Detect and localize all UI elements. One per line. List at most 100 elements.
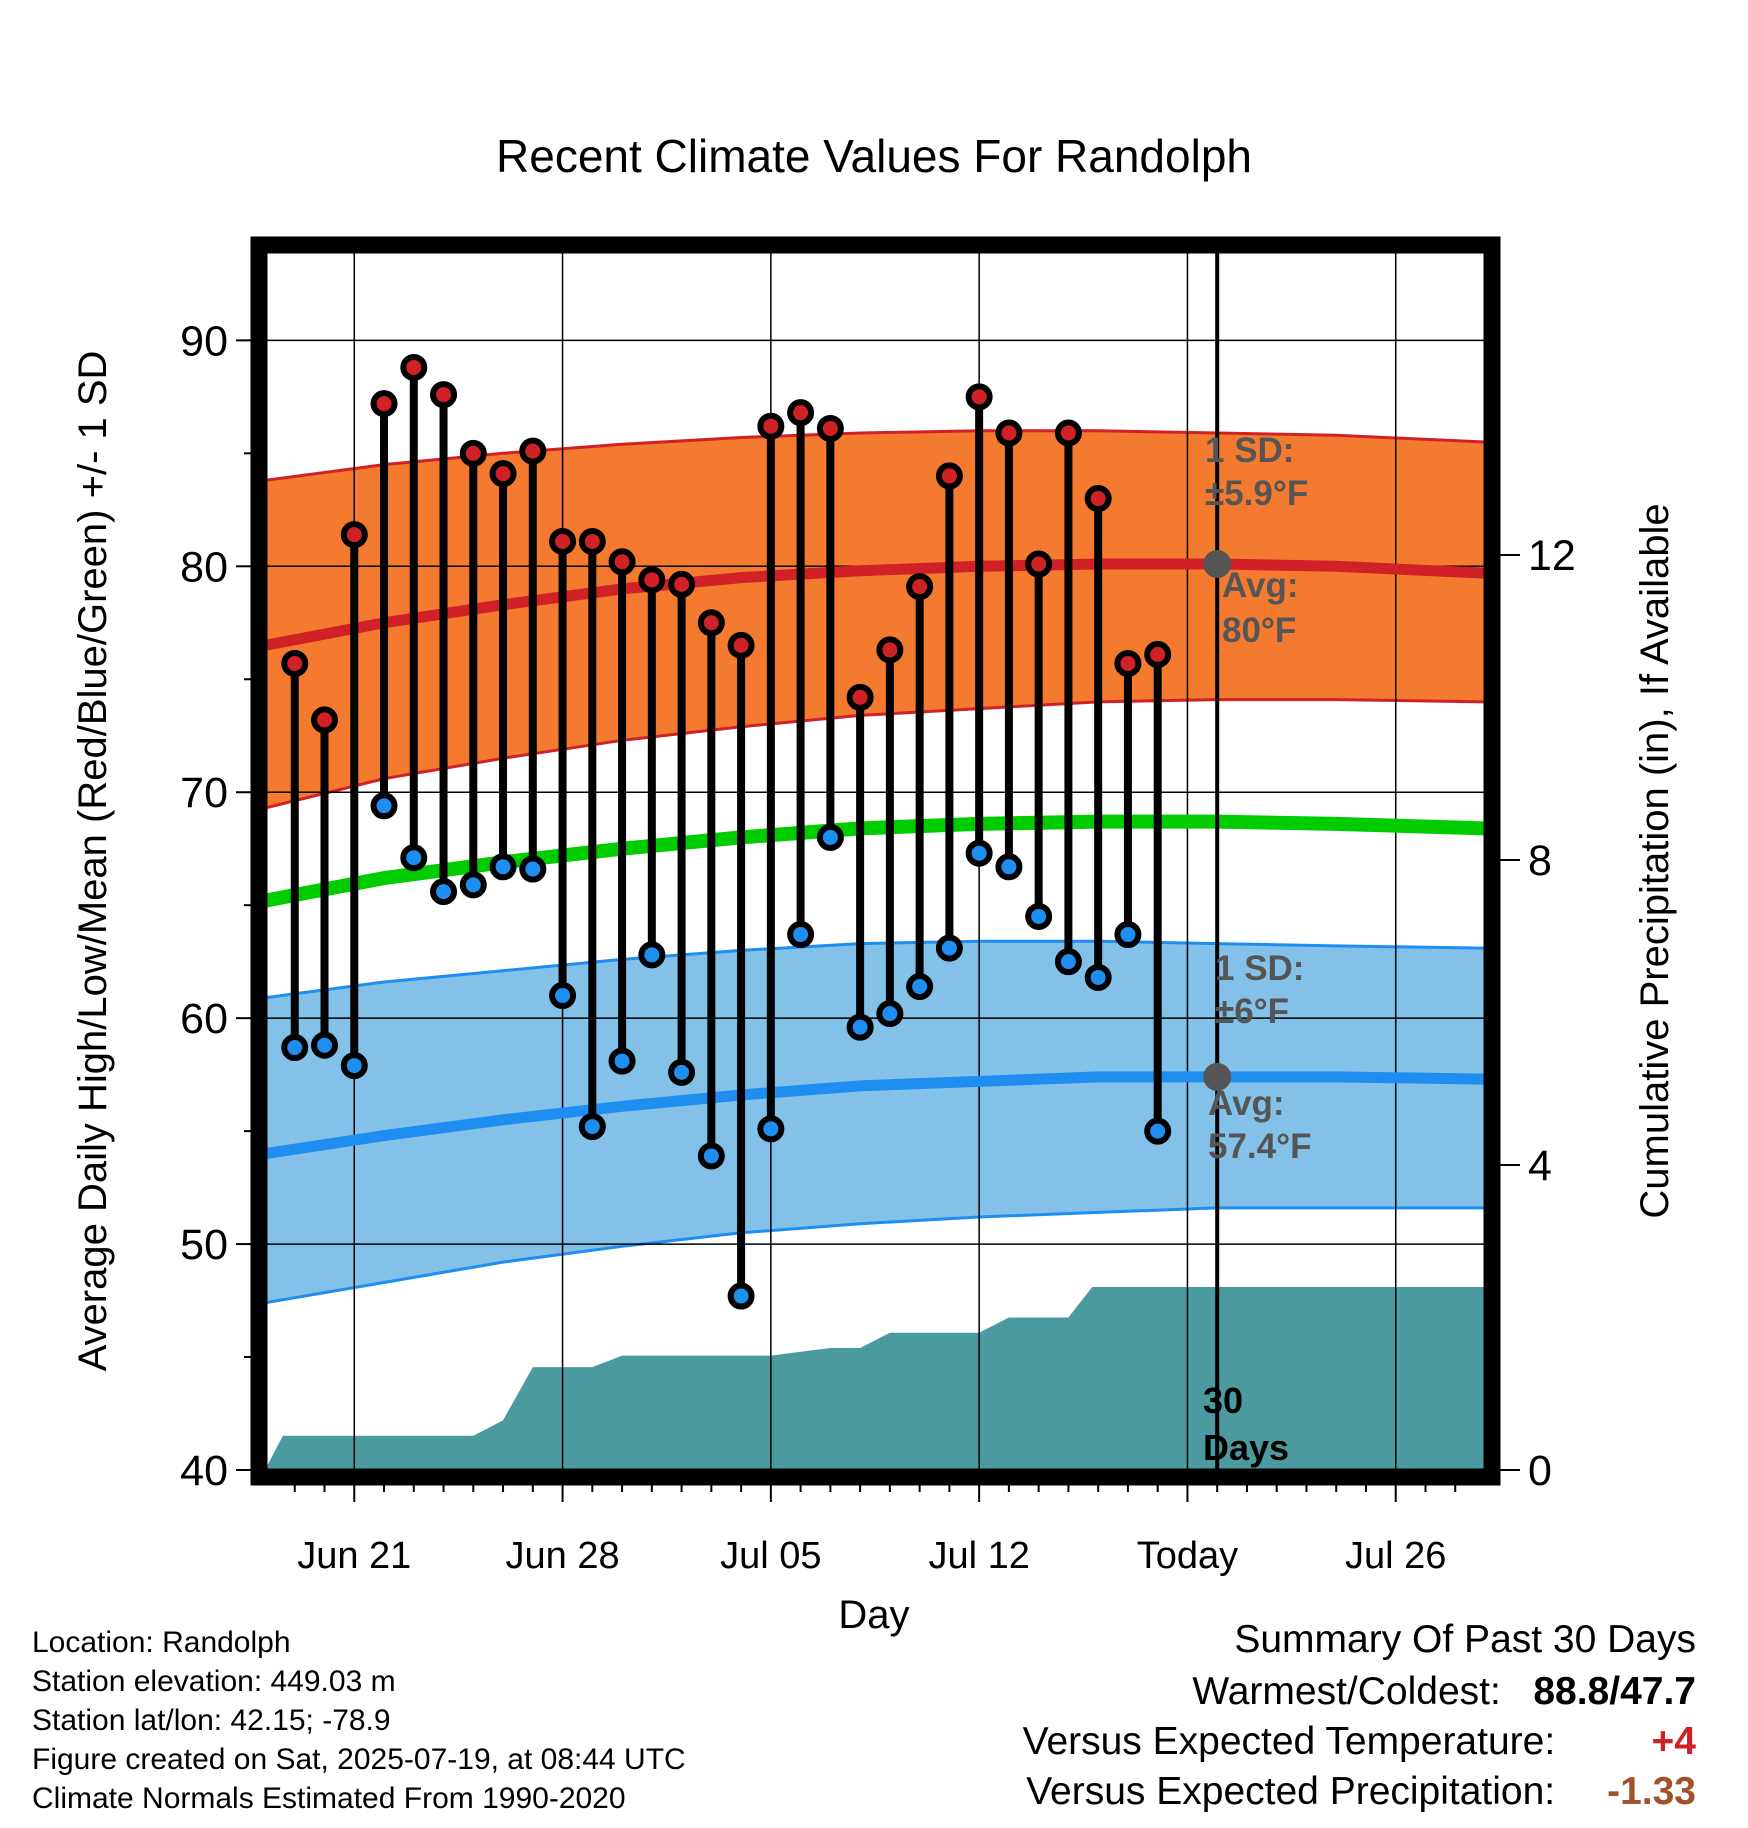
observed-high-point	[430, 381, 458, 409]
observed-low-point	[578, 1113, 606, 1141]
high-sd-band	[265, 430, 1485, 808]
chart-title: Recent Climate Values For Randolph	[496, 130, 1252, 182]
observed-high-point	[668, 570, 696, 598]
station-latlon: Station lat/lon: 42.15; -78.9	[32, 1704, 391, 1737]
y2-tick-label: 0	[1528, 1447, 1552, 1495]
warm-cold-label: Warmest/Coldest:	[1192, 1670, 1501, 1713]
warmest-value: 88.8	[1533, 1670, 1610, 1713]
period-number-label: 30	[1203, 1380, 1243, 1421]
observed-low-point	[400, 844, 428, 872]
observed-low-point	[1025, 902, 1053, 930]
warm-cold-separator: /	[1609, 1670, 1621, 1713]
observed-low-point	[1054, 948, 1082, 976]
observed-high-point	[370, 390, 398, 418]
low-sd-value: ±6°F	[1215, 992, 1289, 1031]
observed-high-point	[816, 414, 844, 442]
observed-low-point	[965, 839, 993, 867]
observed-high-point	[727, 631, 755, 659]
x-tick-label: Jul 26	[1345, 1535, 1446, 1577]
observed-high-point	[1054, 419, 1082, 447]
observed-low-point	[549, 982, 577, 1010]
high-sd-label: 1 SD:	[1205, 431, 1294, 470]
precip-area	[265, 1287, 1485, 1470]
observed-low-point	[787, 921, 815, 949]
observed-low-point	[935, 934, 963, 962]
observed-high-point	[459, 439, 487, 467]
plot-area: 1 SD: ±5.9°F Avg: 80°F 1 SD: ±6°F Avg: 57.4°F 30…	[180, 250, 1576, 1577]
temp-value: +4	[1651, 1720, 1696, 1763]
x-tick-label: Jul 12	[928, 1535, 1029, 1577]
precip-value: -1.33	[1607, 1770, 1696, 1813]
observed-high-point	[578, 527, 606, 555]
observed-high-point	[1084, 485, 1112, 513]
station-location: Location: Randolph	[32, 1626, 291, 1659]
y2-axis-ticks	[1499, 554, 1520, 1471]
station-elevation: Station elevation: 449.03 m	[32, 1665, 396, 1698]
coldest-value: 47.7	[1620, 1670, 1696, 1713]
observed-high-point	[549, 527, 577, 555]
climate-normals-note: Climate Normals Estimated From 1990-2020	[32, 1782, 626, 1815]
y-tick-label: 80	[180, 543, 228, 591]
y-tick-label: 90	[180, 317, 228, 365]
observed-low-point	[340, 1052, 368, 1080]
observed-low-point	[519, 855, 547, 883]
observed-low-point	[608, 1047, 636, 1075]
observed-low-point	[727, 1282, 755, 1310]
observed-low-point	[816, 823, 844, 851]
observed-low-point	[697, 1142, 725, 1170]
observed-low-point	[1084, 963, 1112, 991]
observed-low-point	[1144, 1117, 1172, 1145]
observed-high-point	[757, 412, 785, 440]
observed-high-point	[906, 573, 934, 601]
observed-low-point	[638, 941, 666, 969]
x-axis-label: Day	[838, 1593, 909, 1637]
high-sd-value: ±5.9°F	[1205, 474, 1308, 513]
summary-warm-cold: Warmest/Coldest: 88.8/47.7	[1192, 1670, 1696, 1714]
observed-low-point	[370, 792, 398, 820]
observed-high-point	[1114, 649, 1142, 677]
x-axis-ticks	[293, 1484, 1457, 1502]
y-tick-label: 60	[180, 995, 228, 1043]
high-avg-value: 80°F	[1222, 611, 1296, 650]
summary-temp: Versus Expected Temperature: +4	[1023, 1720, 1696, 1764]
observed-high-point	[311, 706, 339, 734]
observed-high-point	[965, 383, 993, 411]
observed-low-point	[846, 1013, 874, 1041]
precip-label: Versus Expected Precipitation:	[1026, 1770, 1556, 1813]
low-avg-value: 57.4°F	[1208, 1127, 1312, 1166]
observed-high-point	[638, 566, 666, 594]
low-sd-band	[265, 941, 1485, 1303]
x-tick-label: Jun 21	[297, 1535, 411, 1577]
observed-high-point	[935, 462, 963, 490]
observed-low-point	[311, 1031, 339, 1059]
observed-high-point	[281, 649, 309, 677]
observed-high-point	[489, 460, 517, 488]
low-avg-label: Avg:	[1208, 1084, 1284, 1123]
observed-high-point	[995, 419, 1023, 447]
low-sd-lower-line	[265, 1206, 1485, 1305]
observed-low-point	[430, 878, 458, 906]
observed-high-point	[340, 521, 368, 549]
observed-low-point	[757, 1115, 785, 1143]
low-avg-line	[265, 1071, 1485, 1160]
observed-high-point	[400, 353, 428, 381]
y-tick-label: 40	[180, 1447, 228, 1495]
x-tick-label: Jul 05	[720, 1535, 821, 1577]
plot-frame	[250, 236, 1501, 1486]
observed-high-point	[876, 636, 904, 664]
x-tick-label: Jun 28	[506, 1535, 620, 1577]
summary-title: Summary Of Past 30 Days	[1234, 1618, 1696, 1661]
observed-low-point	[281, 1034, 309, 1062]
observed-high-point	[519, 437, 547, 465]
observed-low-point	[995, 853, 1023, 881]
plot-clip-group	[265, 250, 1485, 1470]
y2-tick-label: 8	[1528, 837, 1552, 885]
y-tick-label: 70	[180, 769, 228, 817]
y2-tick-label: 4	[1528, 1142, 1552, 1190]
observed-low-point	[906, 973, 934, 1001]
period-unit-label: Days	[1203, 1427, 1289, 1468]
y-tick-label: 50	[180, 1221, 228, 1269]
observed-high-point	[1025, 550, 1053, 578]
observed-high-point	[697, 609, 725, 637]
